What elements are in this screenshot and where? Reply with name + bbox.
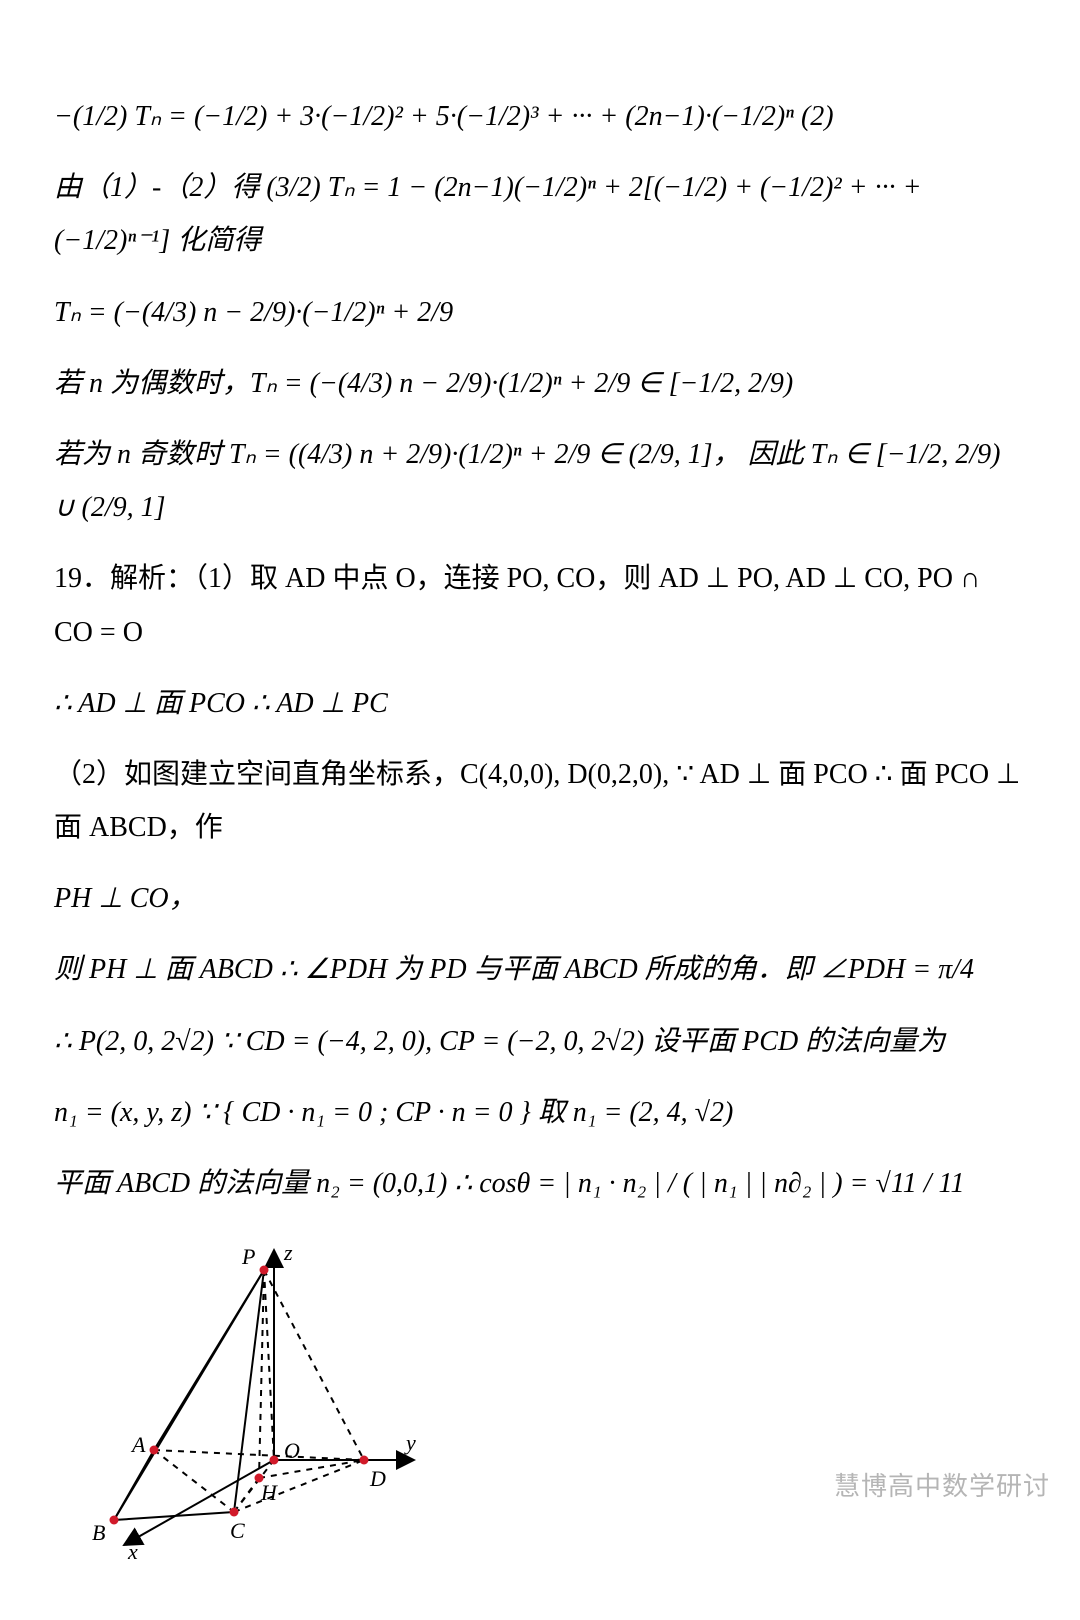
svg-text:y: y [404, 1430, 416, 1455]
svg-text:P: P [241, 1244, 255, 1269]
svg-text:z: z [283, 1240, 293, 1265]
svg-text:A: A [130, 1432, 146, 1457]
equation-line-2: 由（1）-（2）得 (3/2) Tₙ = 1 − (2n−1)(−1/2)ⁿ +… [54, 161, 1026, 267]
equation-line-4: 若 n 为偶数时，Tₙ = (−(4/3) n − 2/9)·(1/2)ⁿ + … [54, 357, 1026, 410]
equation-line-5: 若为 n 奇数时 Tₙ = ((4/3) n + 2/9)·(1/2)ⁿ + 2… [54, 428, 1026, 534]
equation-line-1: −(1/2) Tₙ = (−1/2) + 3·(−1/2)² + 5·(−1/2… [54, 90, 1026, 143]
solution-line-9: PH ⊥ CO， [54, 872, 1026, 925]
equation-line-3: Tₙ = (−(4/3) n − 2/9)·(−1/2)ⁿ + 2/9 [54, 286, 1026, 339]
geometry-diagram: P A B C D OHz y x [64, 1230, 424, 1560]
svg-text:O: O [284, 1438, 300, 1463]
svg-text:H: H [260, 1480, 278, 1505]
svg-text:x: x [127, 1539, 138, 1560]
solution-line-12: n₁ = (x, y, z) ∵ { CD · n₁ = 0 ; CP · n … [54, 1086, 1026, 1139]
solution-line-10: 则 PH ⊥ 面 ABCD ∴ ∠PDH 为 PD 与平面 ABCD 所成的角．… [54, 943, 1026, 996]
geometry-diagram-wrap: P A B C D OHz y x [64, 1230, 1026, 1560]
solution-line-11: ∴ P(2, 0, 2√2) ∵ CD = (−4, 2, 0), CP = (… [54, 1015, 1026, 1068]
svg-text:B: B [92, 1520, 105, 1545]
page-body: −(1/2) Tₙ = (−1/2) + 3·(−1/2)² + 5·(−1/2… [0, 0, 1080, 1620]
solution-line-6: 19．解析：（1）取 AD 中点 O，连接 PO, CO，则 AD ⊥ PO, … [54, 552, 1026, 658]
solution-line-7: ∴ AD ⊥ 面 PCO ∴ AD ⊥ PC [54, 677, 1026, 730]
svg-text:C: C [230, 1518, 245, 1543]
solution-line-13: 平面 ABCD 的法向量 n₂ = (0,0,1) ∴ cosθ = | n₁ … [54, 1157, 1026, 1210]
solution-line-8: （2）如图建立空间直角坐标系，C(4,0,0), D(0,2,0), ∵ AD … [54, 748, 1026, 854]
svg-text:D: D [369, 1466, 386, 1491]
